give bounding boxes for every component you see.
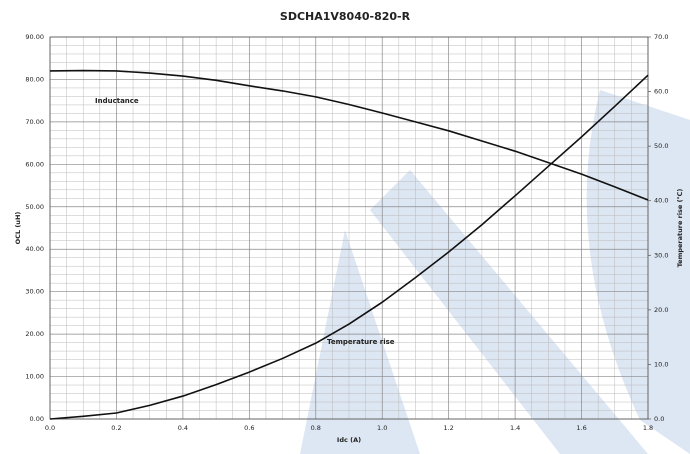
y2-tick-label: 0.0 (654, 415, 664, 423)
x-tick-label: 0.6 (244, 424, 254, 432)
y-tick-label: 50.00 (25, 203, 44, 211)
y2-tick-label: 50.0 (654, 142, 668, 150)
x-tick-label: 0.8 (311, 424, 321, 432)
y2-tick-label: 60.0 (654, 88, 668, 96)
y2-tick-label: 10.0 (654, 360, 668, 368)
x-tick-label: 1.6 (576, 424, 586, 432)
y2-axis-title: Temperature rise (℃) (676, 189, 684, 268)
y2-tick-label: 70.0 (654, 33, 668, 41)
y-tick-label: 70.00 (25, 118, 44, 126)
annotation: Temperature rise (327, 338, 395, 346)
chart-title: SDCHA1V8040-820-R (280, 10, 411, 23)
x-tick-label: 1.2 (443, 424, 453, 432)
plot-frame (49, 36, 649, 420)
series-line (49, 69, 649, 201)
y-tick-label: 40.00 (25, 245, 44, 253)
y2-tick-label: 20.0 (654, 306, 668, 314)
y-tick-label: 20.00 (25, 330, 44, 338)
y-tick-label: 10.00 (25, 373, 44, 381)
y-tick-label: 80.00 (25, 75, 44, 83)
y-tick-label: 30.00 (25, 288, 44, 296)
y2-tick-label: 40.0 (654, 197, 668, 205)
x-tick-label: 1.8 (643, 424, 653, 432)
x-tick-label: 0.4 (178, 424, 188, 432)
y-tick-label: 0.00 (30, 415, 44, 423)
x-tick-label: 1.4 (510, 424, 520, 432)
x-tick-label: 0.0 (45, 424, 55, 432)
x-tick-label: 1.0 (377, 424, 387, 432)
y-tick-label: 90.00 (25, 33, 44, 41)
series-line (49, 74, 649, 420)
x-tick-label: 0.2 (111, 424, 121, 432)
y2-tick-label: 30.0 (654, 251, 668, 259)
x-axis-title: Idc (A) (337, 436, 361, 444)
watermark (300, 90, 690, 454)
y-axis-title: OCL (uH) (14, 212, 22, 245)
annotation: Inductance (95, 97, 139, 105)
y-tick-label: 60.00 (25, 160, 44, 168)
